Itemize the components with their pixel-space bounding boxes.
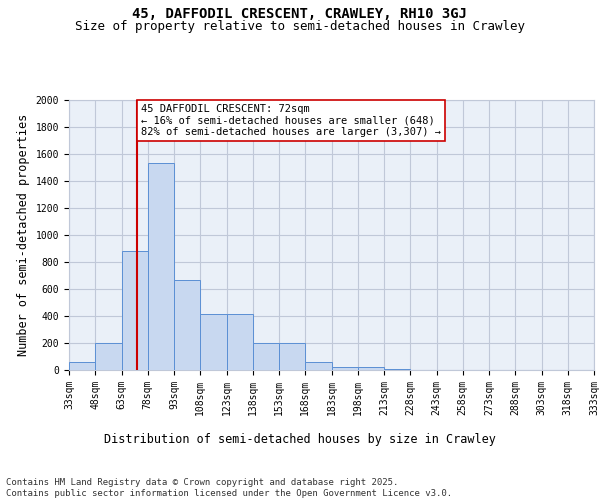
Bar (384, 368, 410, 370)
Bar (122, 251, 148, 370)
Text: 45 DAFFODIL CRESCENT: 72sqm
← 16% of semi-detached houses are smaller (648)
82% : 45 DAFFODIL CRESCENT: 72sqm ← 16% of sem… (141, 104, 441, 137)
Bar (174, 280, 200, 370)
Bar (332, 366, 358, 370)
Bar (227, 314, 253, 370)
Bar (69, 362, 95, 370)
Text: Distribution of semi-detached houses by size in Crawley: Distribution of semi-detached houses by … (104, 432, 496, 446)
Bar (253, 343, 279, 370)
Text: 45, DAFFODIL CRESCENT, CRAWLEY, RH10 3GJ: 45, DAFFODIL CRESCENT, CRAWLEY, RH10 3GJ (133, 8, 467, 22)
Bar (305, 362, 332, 370)
Bar (358, 366, 384, 370)
Bar (95, 343, 122, 370)
Text: Contains HM Land Registry data © Crown copyright and database right 2025.
Contai: Contains HM Land Registry data © Crown c… (6, 478, 452, 498)
Y-axis label: Number of semi-detached properties: Number of semi-detached properties (17, 114, 30, 356)
Text: Size of property relative to semi-detached houses in Crawley: Size of property relative to semi-detach… (75, 20, 525, 33)
Bar (200, 314, 227, 370)
Bar (279, 343, 305, 370)
Bar (148, 164, 174, 370)
